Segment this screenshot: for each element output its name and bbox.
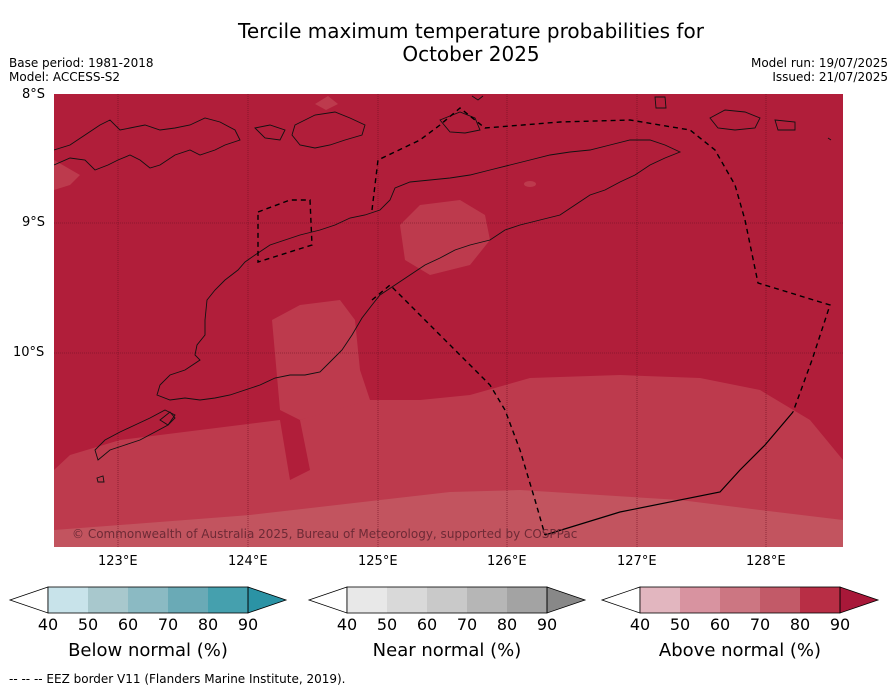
lon-label-123e: 123°E — [98, 554, 138, 569]
above-segment — [720, 587, 760, 613]
lon-label-128e: 128°E — [746, 554, 786, 569]
colorbar-above — [600, 586, 880, 614]
below-segment — [128, 587, 168, 613]
lon-label-126e: 126°E — [487, 554, 527, 569]
coast-ndao — [96, 475, 105, 483]
coast-wetar — [439, 111, 481, 134]
eez-border-solid — [544, 411, 794, 536]
near-segment — [507, 587, 547, 613]
near-tick-label: 70 — [456, 615, 478, 634]
model-run: Model run: 19/07/2025 — [750, 56, 888, 70]
lat-label-8s: 8°S — [22, 87, 46, 102]
near-segment — [387, 587, 427, 613]
coast-alor — [291, 111, 366, 149]
below-frame — [47, 586, 249, 614]
below-tick-label: 90 — [237, 615, 259, 634]
title-line2: October 2025 — [402, 42, 540, 66]
near-tick-label: 50 — [376, 615, 398, 634]
above-80-region-west — [272, 300, 370, 420]
below-segment — [48, 587, 88, 613]
above-tick-label: 50 — [669, 615, 691, 634]
above-80-patch-top — [315, 96, 338, 110]
coast-romang — [471, 95, 484, 101]
base-period: Base period: 1981-2018 — [9, 56, 154, 70]
gridlines — [54, 94, 843, 547]
coastlines — [54, 95, 832, 483]
above-tick-label: 90 — [829, 615, 851, 634]
above-segment — [760, 587, 800, 613]
below-arrow-high — [247, 586, 288, 614]
near-tick-label: 60 — [416, 615, 438, 634]
colorbar-below — [8, 586, 288, 614]
near-tick-label: 40 — [336, 615, 358, 634]
below-segment — [208, 587, 248, 613]
near-segment — [347, 587, 387, 613]
above-segment — [640, 587, 680, 613]
below-segment — [168, 587, 208, 613]
below-tick-label: 40 — [37, 615, 59, 634]
below-tick-label: 70 — [157, 615, 179, 634]
colorbar-near-title: Near normal (%) — [372, 640, 522, 661]
eez-borders — [257, 107, 831, 536]
lon-label-124e: 124°E — [228, 554, 268, 569]
coast-flores — [54, 117, 241, 171]
model-name: Model: ACCESS-S2 — [9, 70, 121, 84]
colorbar-near — [307, 586, 587, 614]
below-tick-label: 50 — [77, 615, 99, 634]
lat-label-10s: 10°S — [13, 345, 45, 360]
above-tick-label: 80 — [789, 615, 811, 634]
lon-label-127e: 127°E — [617, 554, 657, 569]
above-arrow-high — [839, 586, 880, 614]
map-title: Tercile maximum temperature probabilitie… — [0, 20, 896, 66]
above-80-region-small — [400, 200, 490, 275]
coast-island-b — [774, 119, 796, 131]
lat-label-9s: 9°S — [22, 215, 46, 230]
near-segment — [427, 587, 467, 613]
map-copyright: © Commonwealth of Australia 2025, Bureau… — [72, 527, 577, 541]
near-frame — [346, 586, 548, 614]
near-segment — [467, 587, 507, 613]
colorbar-below-title: Below normal (%) — [68, 640, 228, 661]
coast-island-a — [654, 96, 667, 109]
below-tick-label: 60 — [117, 615, 139, 634]
coast-timor — [156, 139, 682, 401]
colorbars — [8, 586, 880, 614]
colorbar-above-title: Above normal (%) — [658, 640, 822, 661]
above-frame — [639, 586, 841, 614]
lon-label-125e: 125°E — [358, 554, 398, 569]
meta-right: Model run: 19/07/2025 Issued: 21/07/2025 — [751, 56, 888, 84]
meta-left: Base period: 1981-2018 Model: ACCESS-S2 — [9, 56, 154, 84]
below-segment — [88, 587, 128, 613]
above-tick-label: 60 — [709, 615, 731, 634]
near-tick-label: 80 — [496, 615, 518, 634]
above-tick-label: 70 — [749, 615, 771, 634]
coast-island-c — [827, 137, 832, 141]
issued-date: Issued: 21/07/2025 — [772, 70, 888, 84]
above-70-region — [54, 490, 843, 547]
near-arrow-high — [546, 586, 587, 614]
below-tick-label: 80 — [197, 615, 219, 634]
coast-semau — [159, 411, 176, 426]
near-arrow-low — [307, 586, 348, 614]
title-line1: Tercile maximum temperature probabilitie… — [238, 19, 704, 43]
above-tick-label: 40 — [629, 615, 651, 634]
near-tick-label: 90 — [536, 615, 558, 634]
coast-pantar — [254, 124, 286, 141]
above-80-patch-dot — [524, 181, 536, 187]
below-arrow-low — [8, 586, 49, 614]
above-segment — [680, 587, 720, 613]
above-segment — [800, 587, 840, 613]
eez-footnote: -- -- -- EEZ border V11 (Flanders Marine… — [9, 672, 346, 686]
above-arrow-low — [600, 586, 641, 614]
coast-babar — [709, 109, 761, 131]
above-80-region-nw — [54, 160, 80, 190]
